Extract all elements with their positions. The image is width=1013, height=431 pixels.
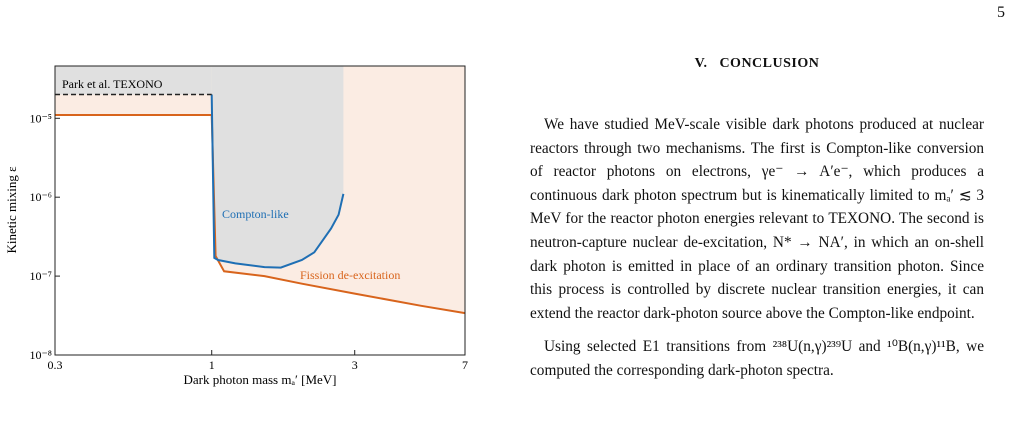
page-number: 5 xyxy=(997,4,1005,21)
section-heading: V. CONCLUSION xyxy=(694,56,820,71)
excluded-region xyxy=(55,66,212,95)
plot-frame xyxy=(54,65,466,356)
y-tick-label: 10⁻⁶ xyxy=(29,190,52,204)
text-column: V. CONCLUSION We have studied MeV-scale … xyxy=(530,0,984,431)
x-tick-label: 7 xyxy=(462,358,468,372)
paragraph: We have studied MeV-scale visible dark p… xyxy=(530,116,984,322)
annotation: Fission de-excitation xyxy=(300,268,400,282)
annotation: Compton-like xyxy=(222,207,289,221)
x-tick-label: 1 xyxy=(209,358,215,372)
x-tick-label: 3 xyxy=(352,358,358,372)
x-axis-label: Dark photon mass mₐ′ [MeV] xyxy=(184,372,337,387)
y-axis-label: Kinetic mixing ε xyxy=(4,166,19,254)
y-tick-label: 10⁻⁵ xyxy=(29,111,52,125)
paragraph: Using selected E1 transitions from ²³⁸U(… xyxy=(530,338,984,379)
y-tick-label: 10⁻⁷ xyxy=(29,269,52,283)
excluded-region xyxy=(211,66,344,268)
y-tick-label: 10⁻⁸ xyxy=(29,348,52,362)
chart: Park et al. TEXONO Compton-like Fission … xyxy=(4,65,468,387)
limit-line xyxy=(210,94,345,269)
section-body: We have studied MeV-scale visible dark p… xyxy=(530,113,984,393)
annotation: Park et al. TEXONO xyxy=(62,77,163,91)
x-tick-label: 0.3 xyxy=(48,358,63,372)
